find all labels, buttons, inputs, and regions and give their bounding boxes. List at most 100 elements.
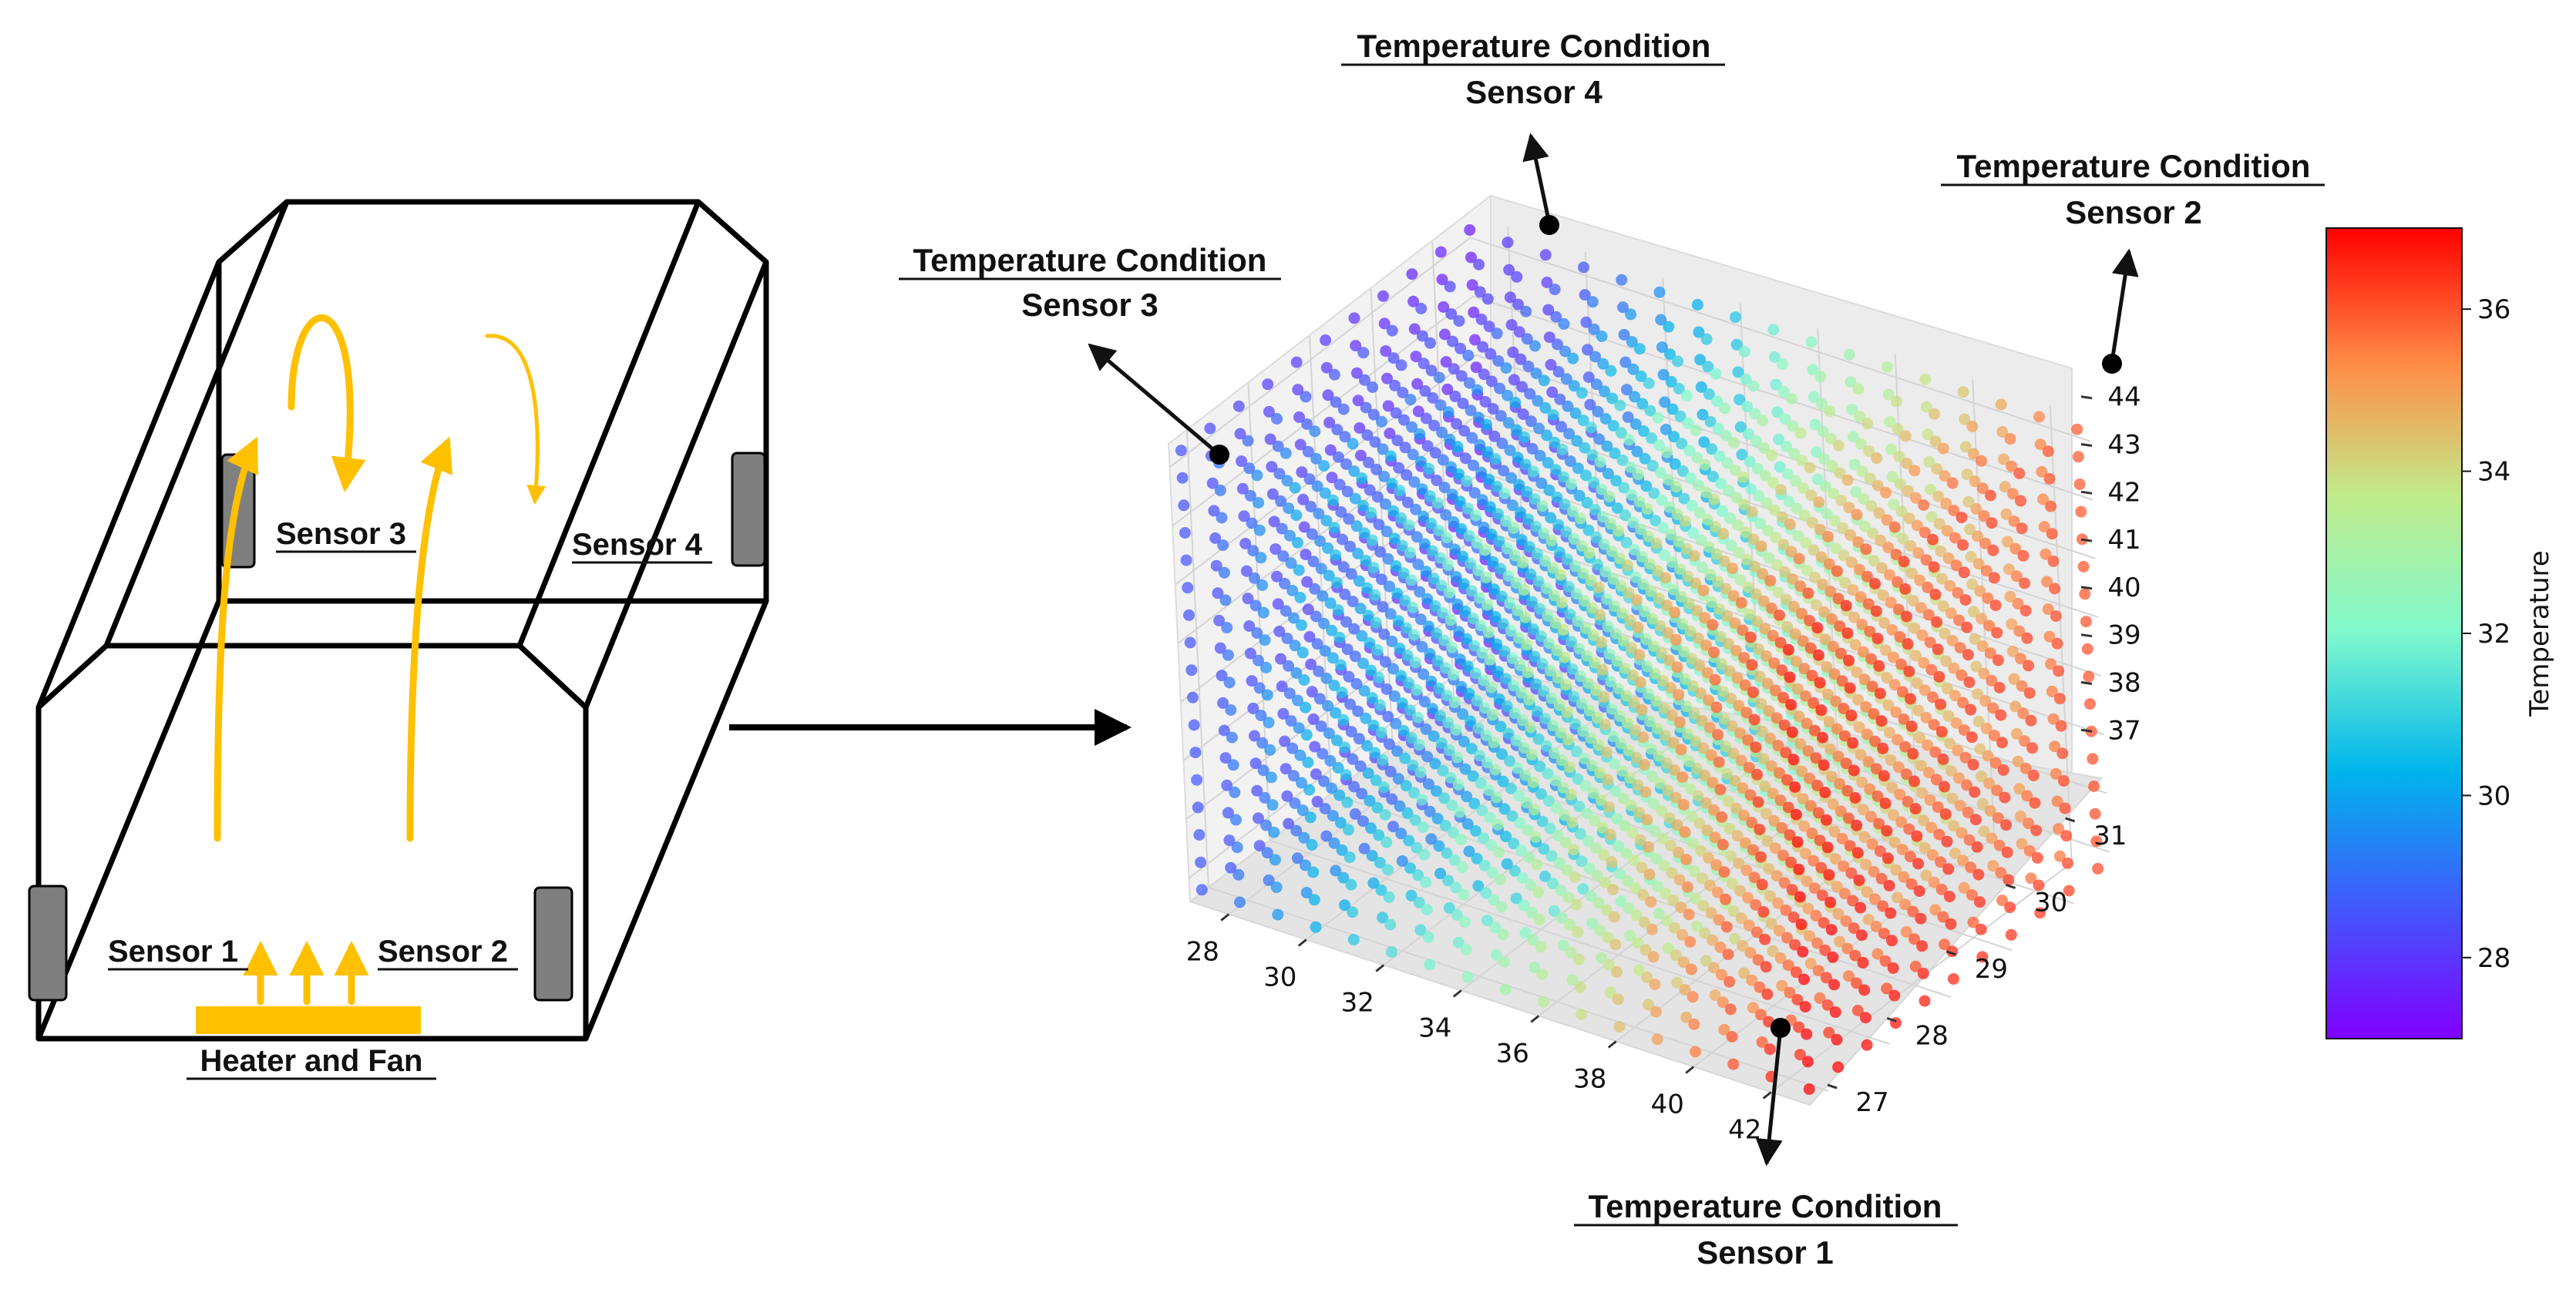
scatter-point [1380,836,1393,848]
scatter-point [1826,460,1838,472]
scatter-point [1504,755,1516,767]
scatter-point [1912,547,1925,559]
scatter-point [1959,751,1972,764]
scatter-point [1417,510,1430,522]
scatter-point [1695,381,1707,393]
scatter-point [1727,905,1740,918]
scatter-point [1861,886,1873,898]
scatter-point [1912,858,1925,870]
scatter-point [1397,567,1410,579]
scatter-point [1909,803,1922,815]
scatter-point [1619,509,1631,522]
scatter-point [1476,494,1488,506]
scatter-point [1579,753,1590,764]
scatter-point [1394,485,1406,497]
scatter-point [1545,850,1558,862]
scatter-point [1182,582,1194,594]
scatter-point [1597,358,1609,370]
scatter-point [1586,602,1599,614]
scatter-point [1628,543,1640,556]
scatter-point [2016,838,2028,850]
scatter-point [1463,845,1475,858]
scatter-point [1210,559,1222,572]
scatter-point [1460,943,1472,955]
scatter-point [1739,837,1751,849]
scatter-point [1892,734,1904,746]
scatter-point [1757,595,1770,607]
scatter-point [1495,410,1507,422]
scatter-point [1730,338,1743,351]
scatter-point [1860,543,1872,556]
scatter-point [2002,536,2014,548]
x-tick-mark [1607,1040,1617,1049]
scatter-point [1492,508,1505,520]
scatter-point [1343,824,1354,836]
scatter-point [1681,881,1693,893]
scatter-point [1753,643,1764,655]
callout-sensor2-title: Temperature Condition [1957,148,2311,184]
scatter-point [1879,644,1892,656]
scatter-point [1347,906,1359,918]
scatter-point [1895,816,1908,828]
scatter-point [1562,581,1575,593]
scatter-point [1720,921,1733,933]
scatter-point [1849,792,1861,804]
scatter-point [1993,682,2006,693]
scatter-point [1976,455,1988,467]
scatter-point [1506,499,1518,512]
scatter-point [1892,576,1904,588]
scatter-point [1469,334,1481,346]
scatter-point [1633,343,1646,355]
scatter-point [1263,717,1275,729]
scatter-point [1853,563,1865,576]
scatter-point [1496,748,1508,760]
scatter-point [1626,669,1639,681]
scatter-point [1693,660,1706,672]
scatter-point [1831,1033,1843,1046]
scatter-point [1717,996,1729,1009]
scatter-point [1969,786,1981,798]
scatter-point [1236,455,1248,468]
scatter-points [1175,224,2104,1095]
scatter-point [1827,798,1839,811]
x-tick-mark [1762,1091,1772,1100]
scatter-point [1624,614,1636,626]
scatter-point [1976,613,1988,625]
scatter-point [1488,894,1500,906]
scatter-point [1665,839,1676,851]
scatter-point [1757,725,1768,737]
scatter-point [1691,299,1703,311]
scatter-point [1773,433,1784,445]
scatter-point [2000,508,2013,520]
scatter-point [1433,840,1445,852]
scatter-point [1633,807,1646,819]
scatter-point [1384,450,1397,462]
scatter-point [2009,700,2022,713]
scatter-point [1680,700,1693,713]
scatter-point [2050,610,2062,623]
scatter-point [1932,490,1945,502]
scatter-point [1283,660,1295,672]
scatter-point [1983,777,1996,790]
scatter-point [1706,443,1718,455]
scatter-point [1416,794,1428,806]
scatter-point [1927,691,1939,703]
scatter-point [1847,737,1859,749]
scatter-point [1217,539,1229,552]
scatter-point [1378,628,1391,640]
scatter-point [1358,842,1370,854]
scatter-point [1633,495,1646,508]
scatter-point [1843,654,1855,666]
scatter-point [1999,481,2011,493]
scatter-point [2036,465,2048,478]
scatter-point [1711,395,1723,408]
scatter-point [1785,699,1797,711]
scatter-point [1684,625,1697,637]
scatter-point [1521,485,1533,498]
scatter-point [1627,516,1639,529]
scatter-point [1386,478,1398,490]
scatter-point [1549,284,1561,296]
scatter-point [1457,398,1469,410]
scatter-point [1949,848,1961,859]
scatter-point [1831,881,1843,893]
